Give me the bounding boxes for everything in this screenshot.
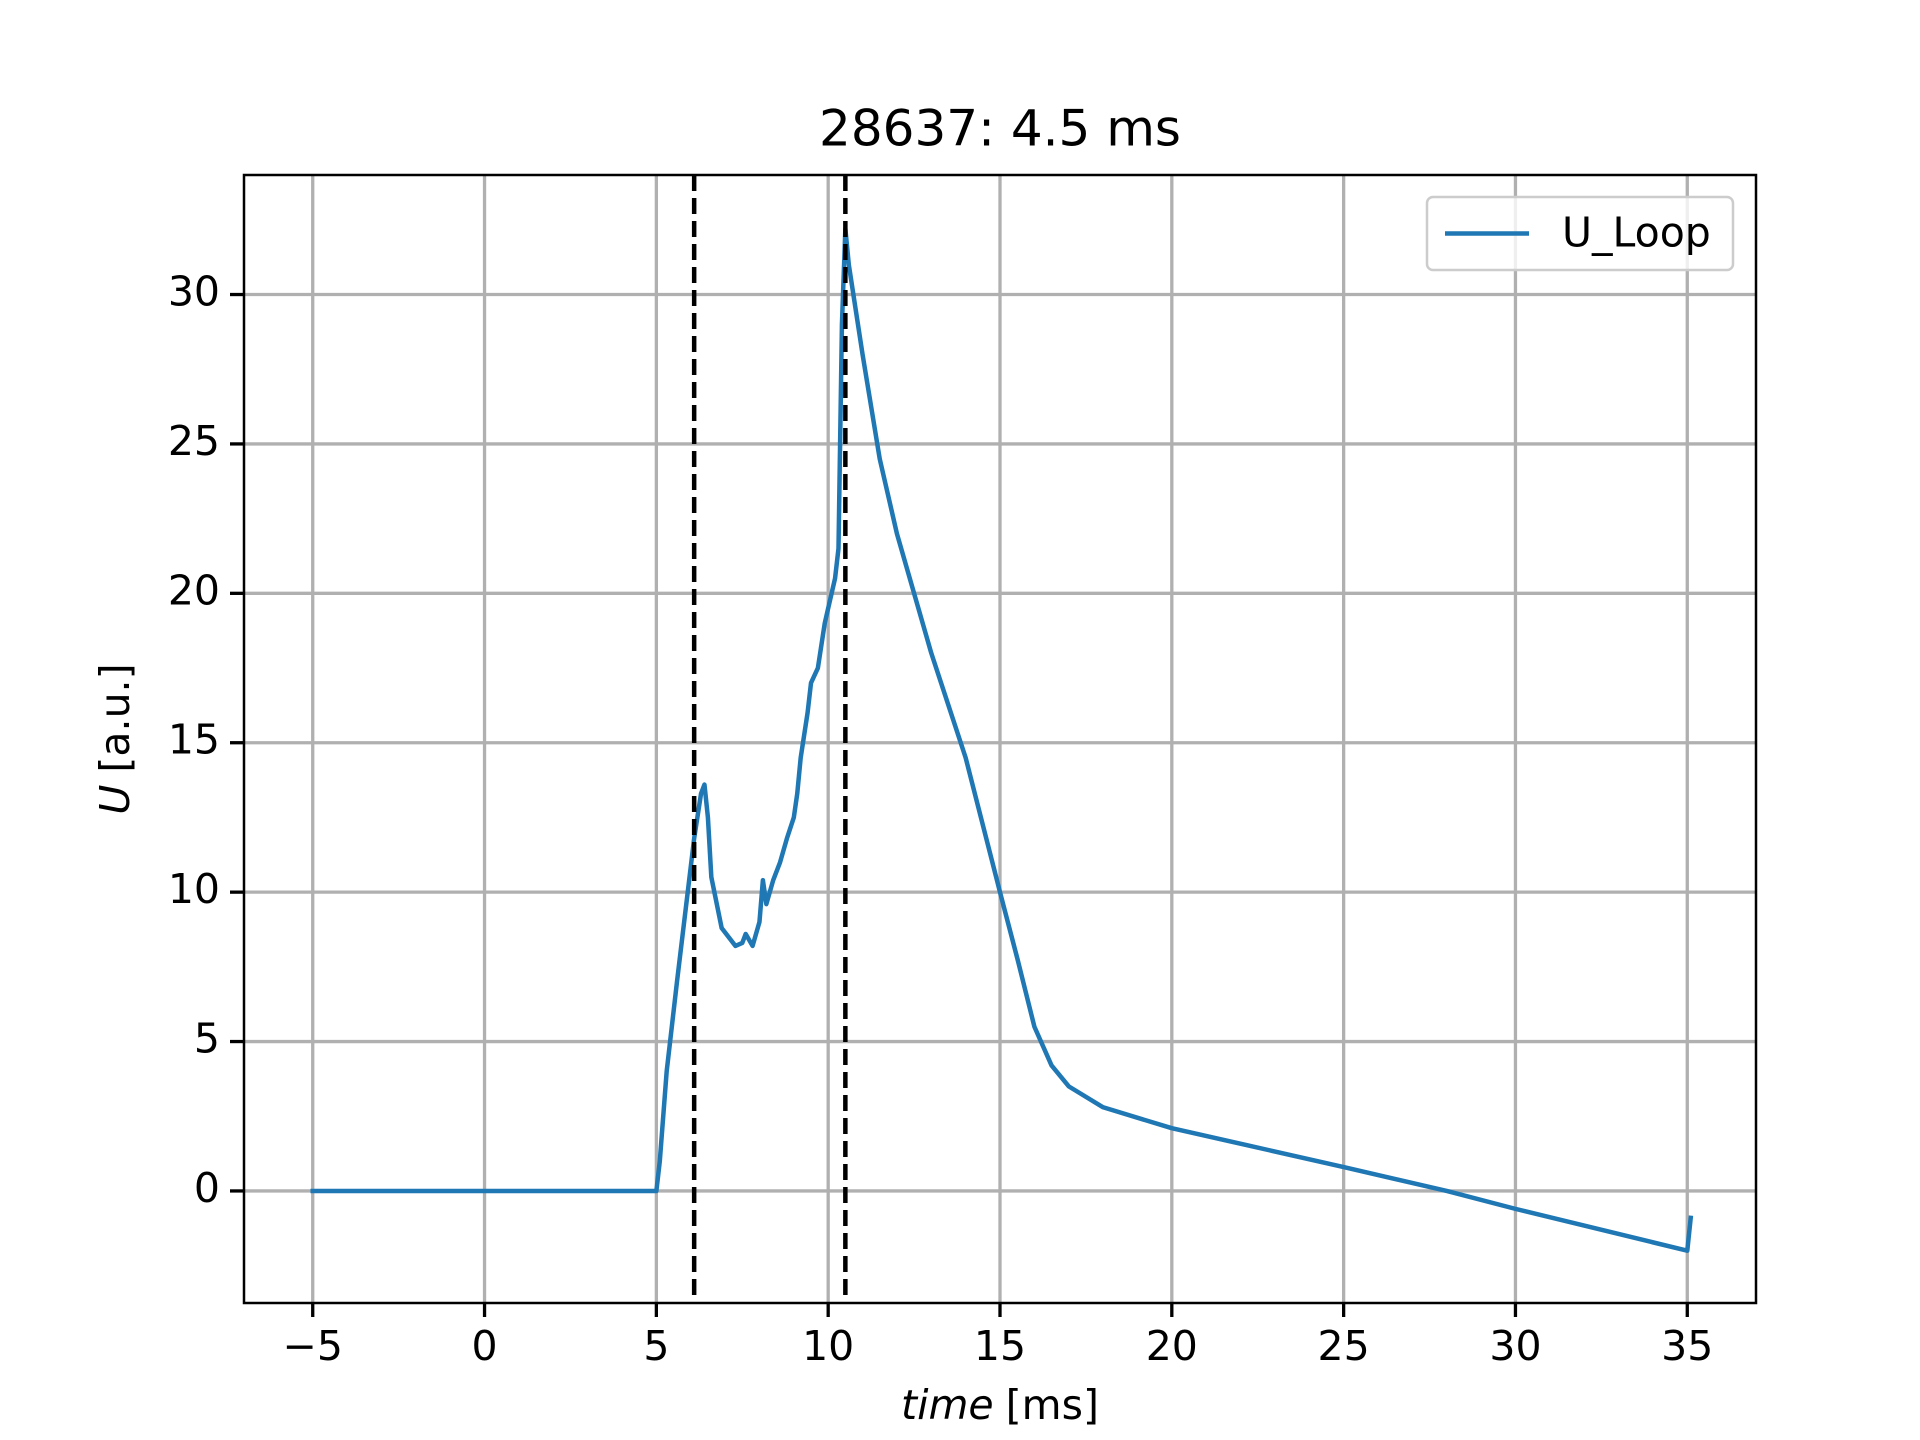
y-axis-label: U [a.u.] bbox=[91, 663, 139, 814]
y-tick-label: 20 bbox=[168, 566, 220, 614]
x-tick-label: −5 bbox=[283, 1322, 343, 1370]
y-tick-label: 5 bbox=[194, 1015, 220, 1063]
x-tick-label: 20 bbox=[1146, 1322, 1198, 1370]
x-axis-label: time [ms] bbox=[901, 1381, 1099, 1429]
x-tick-label: 0 bbox=[471, 1322, 497, 1370]
x-tick-label: 10 bbox=[802, 1322, 854, 1370]
legend-box bbox=[1425, 195, 1735, 272]
data-line bbox=[310, 226, 1694, 1253]
x-tick-label: 35 bbox=[1661, 1322, 1713, 1370]
x-label-unit: [ms] bbox=[1006, 1381, 1099, 1429]
y-tick-label: 0 bbox=[194, 1164, 220, 1212]
y-label-var: U bbox=[91, 785, 139, 815]
y-tick-label: 25 bbox=[168, 417, 220, 465]
legend-label: U_Loop bbox=[1562, 209, 1711, 257]
y-tick-label: 10 bbox=[168, 865, 220, 913]
x-tick-label: 30 bbox=[1489, 1322, 1541, 1370]
x-tick-label: 15 bbox=[974, 1322, 1026, 1370]
chart-title: 28637: 4.5 ms bbox=[819, 100, 1181, 158]
y-label-unit: [a.u.] bbox=[91, 663, 139, 772]
y-tick-label: 15 bbox=[168, 716, 220, 764]
x-tick-label: 25 bbox=[1318, 1322, 1370, 1370]
y-tick-label: 30 bbox=[168, 268, 220, 316]
x-label-var: time bbox=[901, 1381, 994, 1429]
axes-frame bbox=[242, 173, 1758, 1305]
x-tick-label: 5 bbox=[643, 1322, 669, 1370]
